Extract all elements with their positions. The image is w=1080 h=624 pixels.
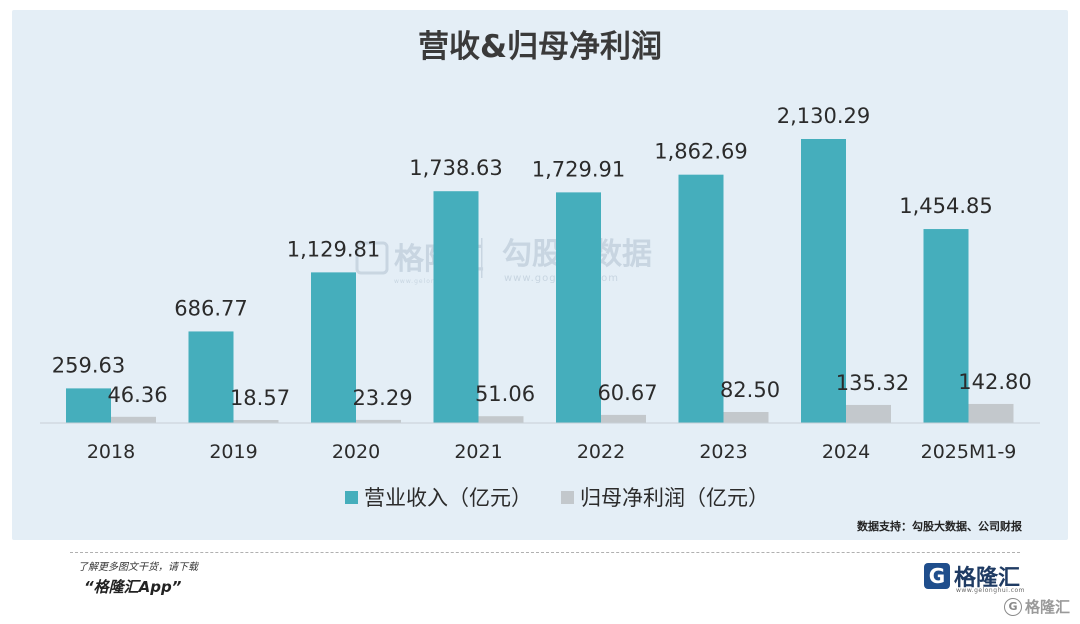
x-tick-2023: 2023: [699, 441, 747, 463]
corner-logo-icon: G: [1004, 597, 1022, 616]
revenue-label-2024: 2,130.29: [777, 104, 871, 128]
revenue-bar-2020: [311, 272, 356, 423]
revenue-bar-2018: [66, 388, 111, 423]
x-tick-2025M1-9: 2025M1-9: [921, 441, 1017, 463]
watermark-brand-url: www.gelonghui.com: [394, 278, 472, 285]
legend: 营业收入（亿元） 归母净利润（亿元）: [345, 486, 769, 510]
x-tick-2019: 2019: [209, 441, 257, 463]
net-profit-bar-2025M1-9: [968, 403, 1014, 423]
x-tick-2018: 2018: [87, 441, 135, 463]
net-profit-label-2021: 51.06: [475, 382, 535, 406]
net-profit-label-2020: 23.29: [352, 386, 412, 410]
brand-logo-icon: G: [924, 563, 950, 589]
net-profit-label-2019: 18.57: [230, 386, 290, 410]
corner-watermark-text: 格隆汇: [1025, 598, 1071, 616]
revenue-bar-2023: [678, 174, 724, 423]
watermark: 格隆汇 www.gelonghui.com 勾股大数据 www.gogudata…: [355, 237, 652, 285]
corner-watermark: G 格隆汇: [1004, 596, 1070, 617]
net-profit-label-2018: 46.36: [107, 383, 167, 407]
net-profit-bar-2020: [356, 419, 401, 423]
legend-label-net-profit: 归母净利润（亿元）: [580, 486, 769, 510]
revenue-bar-2024: [801, 139, 846, 423]
net-profit-label-2023: 82.50: [720, 378, 780, 402]
revenue-bar-2025M1-9: [923, 229, 969, 423]
net-profit-label-2025M1-9: 142.80: [958, 370, 1031, 394]
net-profit-bar-2018: [111, 416, 156, 423]
brand-url: www.gelonghui.com: [956, 587, 1026, 594]
net-profit-bar-2024: [846, 404, 891, 423]
x-tick-2021: 2021: [454, 441, 502, 463]
footer-app-name: “格隆汇App”: [84, 578, 182, 596]
source-note: 数据支持：勾股大数据、公司财报: [857, 519, 1023, 533]
net-profit-label-2022: 60.67: [597, 381, 657, 405]
watermark-logo-icon: [355, 241, 389, 275]
bar-chart: 营收&归母净利润 格隆汇 www.gelonghui.com 勾股大数据 www…: [40, 29, 1040, 533]
footer-download-hint: 了解更多图文干货，请下载: [78, 562, 198, 573]
net-profit-label-2024: 135.32: [836, 371, 909, 395]
net-profit-bar-2021: [478, 416, 524, 423]
revenue-label-2021: 1,738.63: [409, 156, 503, 180]
x-tick-2020: 2020: [332, 441, 380, 463]
net-profit-bar-2019: [233, 420, 279, 423]
chart-title: 营收&归母净利润: [418, 29, 662, 65]
revenue-label-2020: 1,129.81: [287, 237, 381, 261]
footer-brand: G 格隆汇: [924, 560, 1020, 592]
revenue-bar-2021: [433, 191, 479, 423]
revenue-label-2019: 686.77: [174, 296, 247, 320]
revenue-label-2018: 259.63: [52, 353, 125, 377]
net-profit-bar-2022: [601, 414, 646, 423]
x-tick-2024: 2024: [822, 441, 870, 463]
revenue-bar-2019: [188, 331, 234, 423]
net-profit-bar-2023: [723, 412, 769, 423]
chart-panel: 营收&归母净利润 格隆汇 www.gelonghui.com 勾股大数据 www…: [12, 10, 1068, 540]
legend-label-revenue: 营业收入（亿元）: [364, 486, 532, 510]
brand-name: 格隆汇: [954, 566, 1021, 591]
legend-swatch-net-profit: [561, 491, 574, 504]
revenue-label-2023: 1,862.69: [654, 140, 748, 164]
footer: 了解更多图文干货，请下载 “格隆汇App” G 格隆汇 www.gelonghu…: [0, 540, 1080, 624]
footer-divider: [70, 552, 1020, 553]
revenue-bar-2022: [556, 192, 601, 423]
bars-group: 259.63 46.36 686.77 18.57 1,129.81 23.29 1,738…: [52, 104, 1032, 423]
legend-swatch-revenue: [345, 491, 358, 504]
revenue-label-2025M1-9: 1,454.85: [899, 194, 993, 218]
x-tick-2022: 2022: [577, 441, 625, 463]
x-ticks-group: 2018 2019 2020 2021 2022 2023 2024 2025M1-9: [87, 441, 1017, 463]
watermark-divider: [481, 238, 483, 278]
revenue-label-2022: 1,729.91: [532, 157, 626, 181]
